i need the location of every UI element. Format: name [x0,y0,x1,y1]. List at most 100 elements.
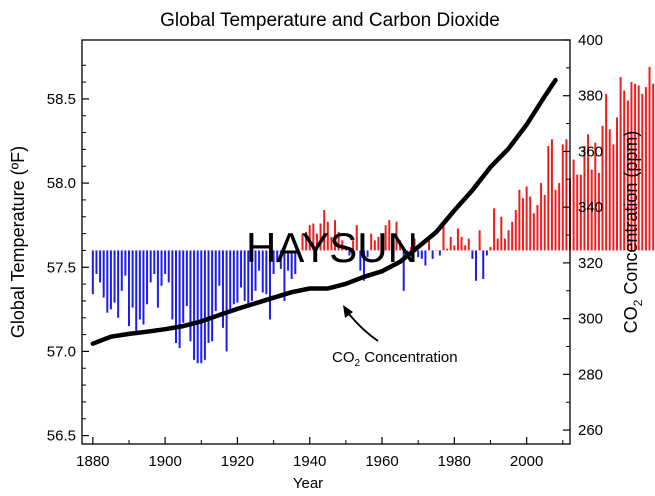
temperature-bar [522,198,524,251]
temperature-bar [446,248,449,251]
temperature-bar [475,250,478,281]
temperature-bar [402,250,405,291]
temperature-bar [348,250,351,256]
temperature-bar [587,134,590,251]
annotation-arrow [348,313,379,342]
temperature-bar [203,250,206,360]
temperature-bar [196,250,199,364]
right-tick-label: 320 [578,255,603,272]
temperature-bar [319,223,322,251]
annotation-arrowhead [343,305,353,318]
temperature-bar [637,85,640,251]
temperature-bar [229,250,232,312]
temperature-bar [189,250,192,342]
temperature-bar [482,250,485,280]
right-tick-label: 300 [578,311,603,328]
temperature-bar [388,220,391,251]
left-axis-label: Global Temperature (ºF) [8,146,28,338]
temperature-bar [272,250,275,274]
temperature-bar [297,250,300,254]
temperature-bar [590,169,593,251]
temperature-bar [626,100,629,251]
left-tick-label: 57.5 [47,259,76,276]
left-tick-label: 58.5 [47,91,76,108]
temperature-bar [164,250,167,274]
x-tick-label: 1880 [76,453,109,470]
temperature-bar [258,250,261,271]
temperature-bar [178,250,181,349]
temperature-bar [612,144,615,251]
temperature-bar [99,250,102,283]
x-tick-label: 1920 [221,453,254,470]
temperature-bar [355,225,358,251]
temperature-bar [276,250,279,263]
chart-title: Global Temperature and Carbon Dioxide [160,10,500,31]
temperature-bar [496,238,499,251]
left-tick-label: 58.0 [47,175,76,192]
x-tick-label: 1900 [148,453,181,470]
temperature-bar [185,250,188,306]
temperature-bar [128,250,130,327]
temperature-bar [124,250,127,276]
co2-annotation-label: CO2 Concentration [332,349,458,369]
temperature-bar [330,236,333,251]
temperature-bar [420,250,423,259]
temperature-bar [413,238,416,251]
co2-concentration-line [90,77,558,346]
temperature-bar [326,221,329,251]
temperature-bar [554,189,557,251]
temperature-bar [503,238,506,251]
temperature-bar [171,250,174,320]
temperature-bar [301,233,304,251]
temperature-bar [323,210,326,251]
temperature-bar [265,250,268,295]
temperature-bar [399,240,402,251]
temperature-bar [641,93,644,251]
temperature-bar [456,228,459,251]
temperature-bar [373,240,376,251]
temperature-bar [561,144,564,251]
temperature-bar [547,146,550,251]
left-tick-label: 57.0 [47,343,76,360]
temperature-bar [370,233,373,251]
temperature-bar [117,250,120,318]
temperature-bar [279,250,282,269]
temperature-bar [207,250,210,343]
temperature-bar [146,250,149,305]
temperature-bar [341,240,344,251]
temperature-bar [616,117,618,251]
temperature-bar [525,186,528,251]
temperature-bar [536,204,539,251]
temperature-bar [366,250,369,258]
temperature-bar [467,238,470,251]
temperature-bar [572,159,575,251]
temperature-bar [442,225,445,251]
temperature-bar [106,250,109,313]
temperature-bar [391,233,394,251]
left-tick-label: 56.5 [47,428,76,445]
temperature-bar [500,216,503,251]
x-tick-label: 1960 [365,453,398,470]
temperature-bar [428,236,431,251]
temperature-bar [359,250,362,271]
temperature-bar [471,250,474,259]
right-tick-label: 280 [578,366,603,383]
temperature-bar [460,236,463,251]
temperature-bar [449,236,452,251]
right-tick-label: 380 [578,88,603,105]
temperature-bars [91,66,655,364]
temperature-bar [135,250,138,333]
right-axis-label: CO2 Concentration (ppm) [621,131,645,334]
temperature-bar [232,250,235,305]
temperature-bar [558,183,561,251]
temperature-bar [308,225,311,251]
right-tick-label: 360 [578,143,603,160]
temperature-bar [576,174,579,251]
right-tick-label: 340 [578,199,603,216]
temperature-bar [395,221,398,251]
temperature-bar [95,250,98,274]
temperature-bar [478,230,481,251]
temperature-bar [138,250,141,320]
temperature-bar [221,250,224,328]
